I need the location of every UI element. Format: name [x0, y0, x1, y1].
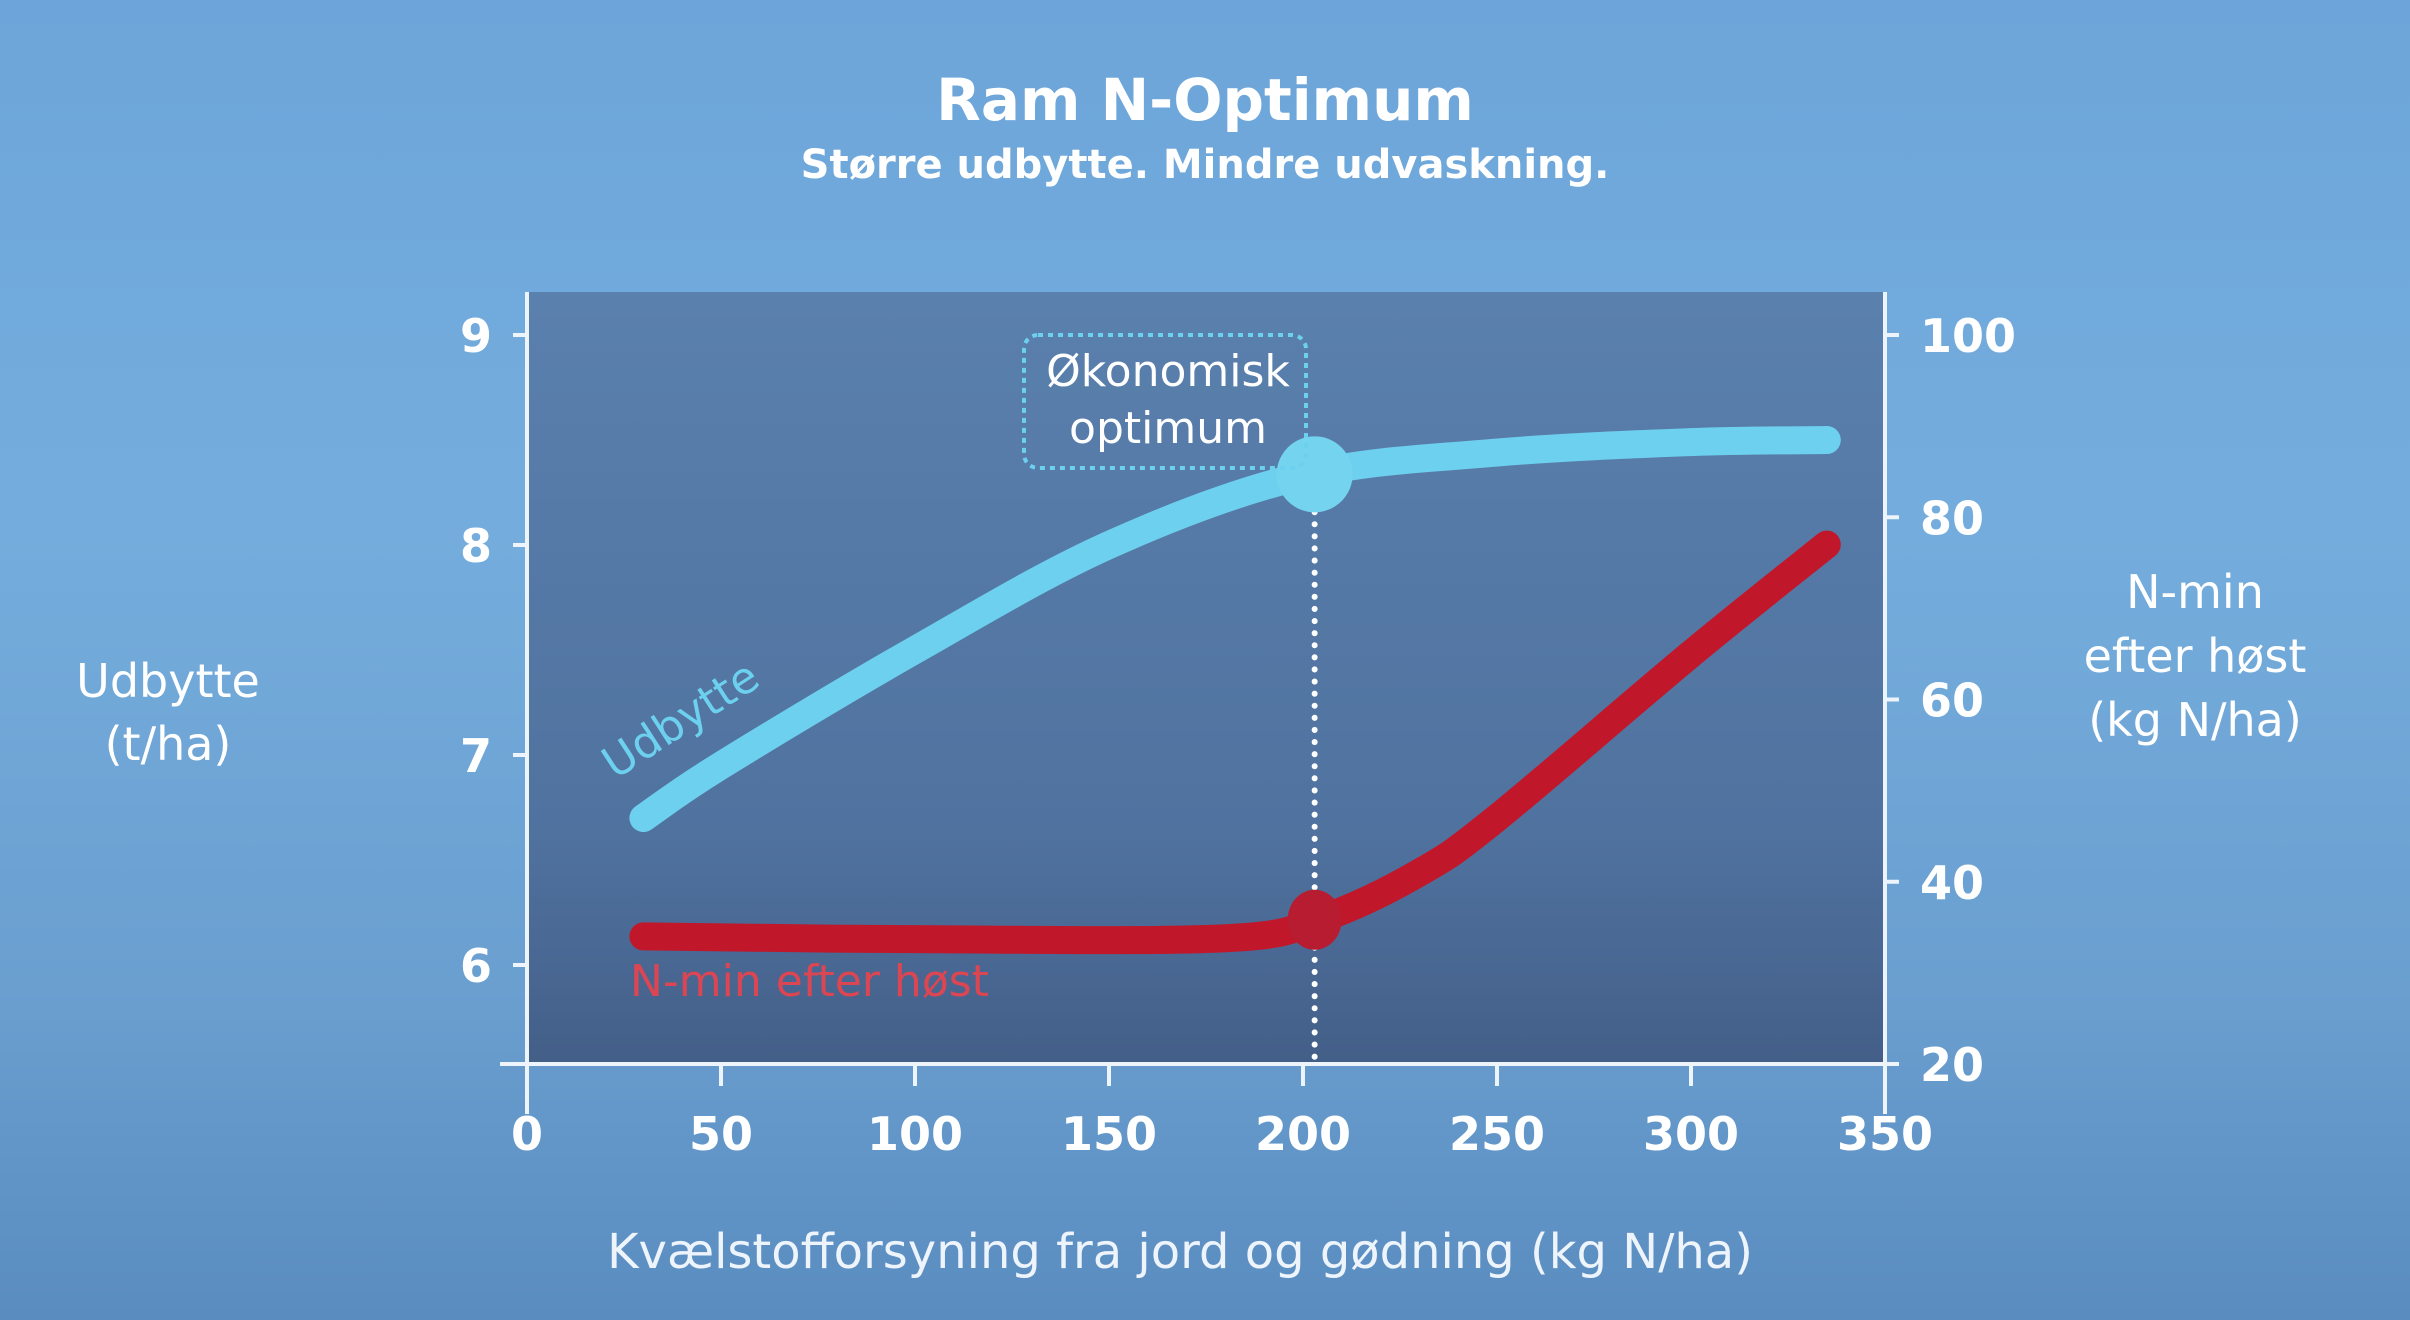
x-axis-label: Kvælstofforsyning fra jord og gødning (k…: [607, 1224, 1753, 1280]
series-label-nmin: N-min efter høst: [630, 956, 989, 1007]
optimum-annotation: Økonomisk optimum: [1022, 333, 1308, 470]
optimum-label-line1: Økonomisk: [1046, 346, 1290, 397]
y-left-tick-label: 9: [460, 309, 492, 363]
y-right-label-line3: (kg N/ha): [2088, 693, 2302, 747]
chart-subtitle: Større udbytte. Mindre udvaskning.: [801, 142, 1610, 188]
x-tick-label: 150: [1061, 1107, 1157, 1161]
optimum-marker-udbytte: [1276, 436, 1353, 513]
optimum-label-line2: optimum: [1069, 403, 1267, 454]
optimum-box: [1022, 333, 1308, 470]
y-left-label-line2: (t/ha): [105, 717, 232, 771]
x-tick-label: 0: [511, 1107, 543, 1161]
series-line-udbytte: [629, 426, 1841, 832]
chart-title: Ram N-Optimum: [936, 66, 1474, 134]
series-layer: [629, 426, 1841, 1063]
y-left-tick-label: 6: [460, 939, 492, 993]
y-left-tick-label: 8: [460, 519, 492, 573]
y-right-tick-label: 100: [1920, 309, 2016, 363]
x-tick-label: 100: [867, 1107, 963, 1161]
y-right-tick-label: 80: [1920, 491, 1984, 545]
y-left-label-line1: Udbytte: [76, 654, 260, 708]
x-tick-label: 200: [1255, 1107, 1351, 1161]
y-right-tick-label: 60: [1920, 674, 1984, 728]
y-right-label-line2: efter høst: [2084, 629, 2307, 683]
y-right-label-line1: N-min: [2126, 565, 2264, 619]
y-right-tick-label: 20: [1920, 1038, 1984, 1092]
optimum-marker-nmin: [1287, 889, 1342, 950]
series-line-nmin: [629, 530, 1841, 955]
x-tick-label: 50: [689, 1107, 753, 1161]
x-tick-label: 300: [1643, 1107, 1739, 1161]
y-left-tick-label: 7: [460, 729, 492, 783]
x-tick-label: 250: [1449, 1107, 1545, 1161]
axes: 0 50 100 150 200 250 300 350 6 7 8 9 20 40 60 80 100: [460, 292, 2016, 1161]
x-tick-label: 350: [1837, 1107, 1933, 1161]
y-right-tick-label: 40: [1920, 856, 1984, 910]
